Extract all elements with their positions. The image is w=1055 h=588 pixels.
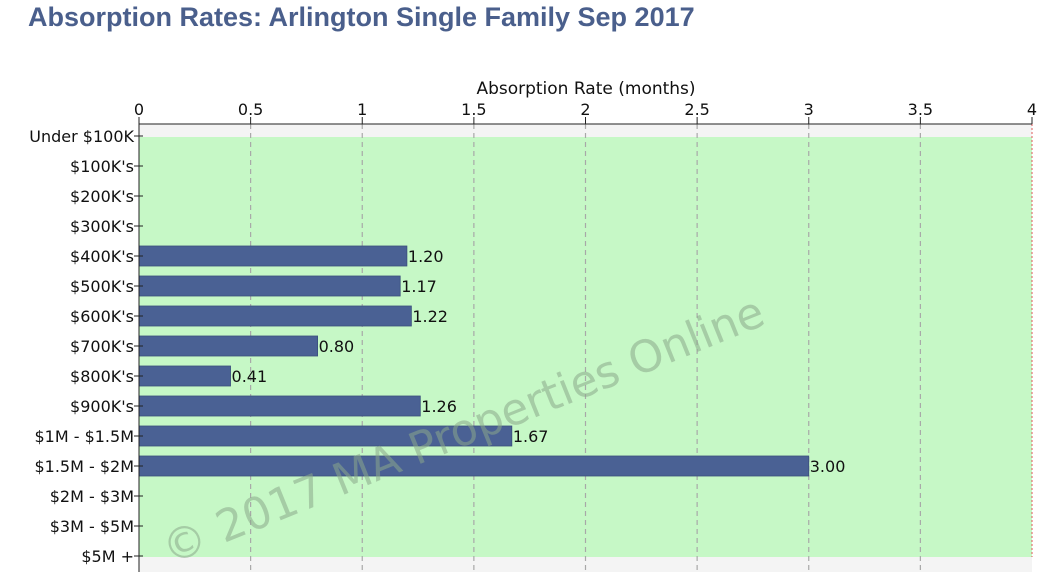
bar	[138, 395, 421, 417]
data-label: 0.41	[232, 367, 268, 386]
category-label: $3M - $5M	[50, 517, 134, 536]
category-label: $200K's	[70, 187, 134, 206]
category-label: $400K's	[70, 247, 134, 266]
bar	[138, 455, 810, 477]
x-axis-title: Absorption Rate (months)	[476, 79, 695, 99]
data-label: 1.26	[421, 397, 457, 416]
x-tick-label: 1.5	[461, 100, 486, 119]
chart-title: Absorption Rates: Arlington Single Famil…	[28, 2, 695, 32]
data-label: 1.22	[412, 307, 448, 326]
category-label: $500K's	[70, 277, 134, 296]
x-tick-label: 2.5	[684, 100, 709, 119]
category-label: $2M - $3M	[50, 487, 134, 506]
bar	[138, 245, 408, 267]
data-labels: 1.20 1.17 1.22 0.80 0.41 1.26 1.67 3.00	[232, 247, 846, 476]
category-label: $900K's	[70, 397, 134, 416]
category-label: $5M +	[81, 547, 134, 566]
category-label: $1M - $1.5M	[34, 427, 134, 446]
bar	[138, 335, 319, 357]
category-label: $100K's	[70, 157, 134, 176]
category-label: $300K's	[70, 217, 134, 236]
data-label: 1.67	[513, 427, 549, 446]
bar	[138, 365, 231, 387]
category-label: $1.5M - $2M	[34, 457, 134, 476]
grid-lines	[250, 124, 921, 572]
x-tick-label: 0.5	[238, 100, 263, 119]
x-axis-ticks: 0 0.5 1 1.5 2 2.5 3 3.5 4	[134, 100, 1037, 124]
bar	[138, 275, 401, 297]
category-label: $600K's	[70, 307, 134, 326]
data-label: 1.17	[401, 277, 437, 296]
x-tick-label: 2	[580, 100, 590, 119]
x-tick-label: 0	[134, 100, 144, 119]
bar	[138, 305, 412, 327]
data-label: 0.80	[319, 337, 355, 356]
category-label: Under $100K	[29, 127, 134, 146]
x-tick-label: 3.5	[908, 100, 933, 119]
x-tick-label: 3	[804, 100, 814, 119]
data-label: 3.00	[810, 457, 846, 476]
x-tick-label: 4	[1027, 100, 1037, 119]
data-label: 1.20	[408, 247, 444, 266]
y-axis-ticks: Under $100K $100K's $200K's $300K's $400K's $…	[29, 127, 143, 566]
x-tick-label: 1	[357, 100, 367, 119]
category-label: $800K's	[70, 367, 134, 386]
category-label: $700K's	[70, 337, 134, 356]
